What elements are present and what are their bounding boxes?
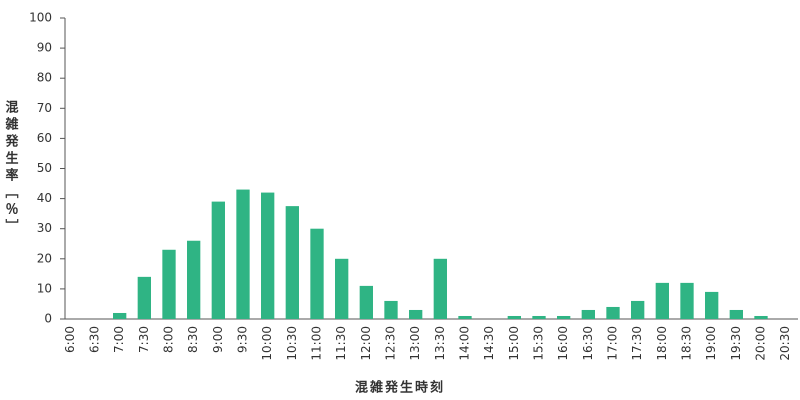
bar bbox=[113, 312, 127, 319]
x-tick-label: 9:30 bbox=[236, 326, 250, 353]
x-tick-label: 10:30 bbox=[285, 326, 299, 361]
y-tick-label: 90 bbox=[37, 41, 52, 55]
x-tick-label: 6:30 bbox=[88, 326, 102, 353]
bar bbox=[680, 282, 694, 319]
bar bbox=[137, 276, 151, 319]
bar bbox=[261, 192, 275, 319]
bar bbox=[507, 315, 521, 319]
bar bbox=[187, 240, 201, 319]
x-tick-label: 15:00 bbox=[507, 326, 521, 361]
y-tick-label: 20 bbox=[37, 251, 52, 265]
x-tick-label: 20:00 bbox=[754, 326, 768, 361]
bar bbox=[729, 309, 743, 319]
bar bbox=[606, 306, 620, 319]
bar bbox=[236, 189, 250, 319]
x-tick-label: 17:00 bbox=[606, 326, 620, 361]
x-tick-label: 16:30 bbox=[581, 326, 595, 361]
bar bbox=[557, 315, 571, 319]
x-tick-label: 18:00 bbox=[655, 326, 669, 361]
y-tick-label: 50 bbox=[37, 161, 52, 175]
bar bbox=[581, 309, 595, 319]
x-tick-label: 11:30 bbox=[334, 326, 348, 361]
bar bbox=[631, 300, 645, 319]
x-tick-label: 14:00 bbox=[458, 326, 472, 361]
bar bbox=[285, 206, 299, 319]
bar bbox=[458, 315, 472, 319]
y-tick-label: 70 bbox=[37, 101, 52, 115]
x-tick-label: 10:00 bbox=[260, 326, 274, 361]
x-tick-label: 17:30 bbox=[630, 326, 644, 361]
bar bbox=[655, 282, 669, 319]
bar bbox=[359, 285, 373, 319]
x-tick-label: 13:00 bbox=[408, 326, 422, 361]
bar bbox=[335, 258, 349, 319]
bar bbox=[754, 315, 768, 319]
x-tick-label: 6:00 bbox=[63, 326, 77, 353]
x-axis-label: 混雑発生時刻 bbox=[355, 380, 445, 396]
y-tick-label: 60 bbox=[37, 131, 52, 145]
y-tick-label: 100 bbox=[29, 11, 52, 25]
y-tick-label: 80 bbox=[37, 71, 52, 85]
x-tick-label: 12:00 bbox=[359, 326, 373, 361]
bar bbox=[409, 309, 423, 319]
x-tick-label: 11:00 bbox=[310, 326, 324, 361]
x-tick-label: 19:00 bbox=[704, 326, 718, 361]
x-tick-label: 8:00 bbox=[162, 326, 176, 353]
y-tick-label: 30 bbox=[37, 221, 52, 235]
x-tick-label: 9:00 bbox=[211, 326, 225, 353]
x-tick-label: 19:30 bbox=[729, 326, 743, 361]
x-tick-label: 13:30 bbox=[433, 326, 447, 361]
bar bbox=[162, 249, 176, 319]
y-tick-label: 40 bbox=[37, 191, 52, 205]
bar bbox=[310, 228, 324, 319]
y-tick-label: 0 bbox=[44, 312, 52, 326]
y-tick-label: 10 bbox=[37, 281, 52, 295]
bar bbox=[532, 315, 546, 319]
x-tick-label: 12:30 bbox=[384, 326, 398, 361]
bar bbox=[384, 300, 398, 319]
x-tick-label: 20:30 bbox=[778, 326, 792, 361]
x-tick-label: 18:30 bbox=[680, 326, 694, 361]
x-tick-label: 8:30 bbox=[186, 326, 200, 353]
bar bbox=[211, 201, 225, 319]
y-axis-label: 混雑発生率［％］ bbox=[3, 100, 20, 236]
bar bbox=[705, 291, 719, 319]
bar bbox=[433, 258, 447, 319]
x-tick-label: 15:30 bbox=[532, 326, 546, 361]
x-tick-label: 7:00 bbox=[112, 326, 126, 353]
x-tick-label: 16:00 bbox=[556, 326, 570, 361]
x-tick-label: 14:30 bbox=[482, 326, 496, 361]
x-tick-label: 7:30 bbox=[137, 326, 151, 353]
